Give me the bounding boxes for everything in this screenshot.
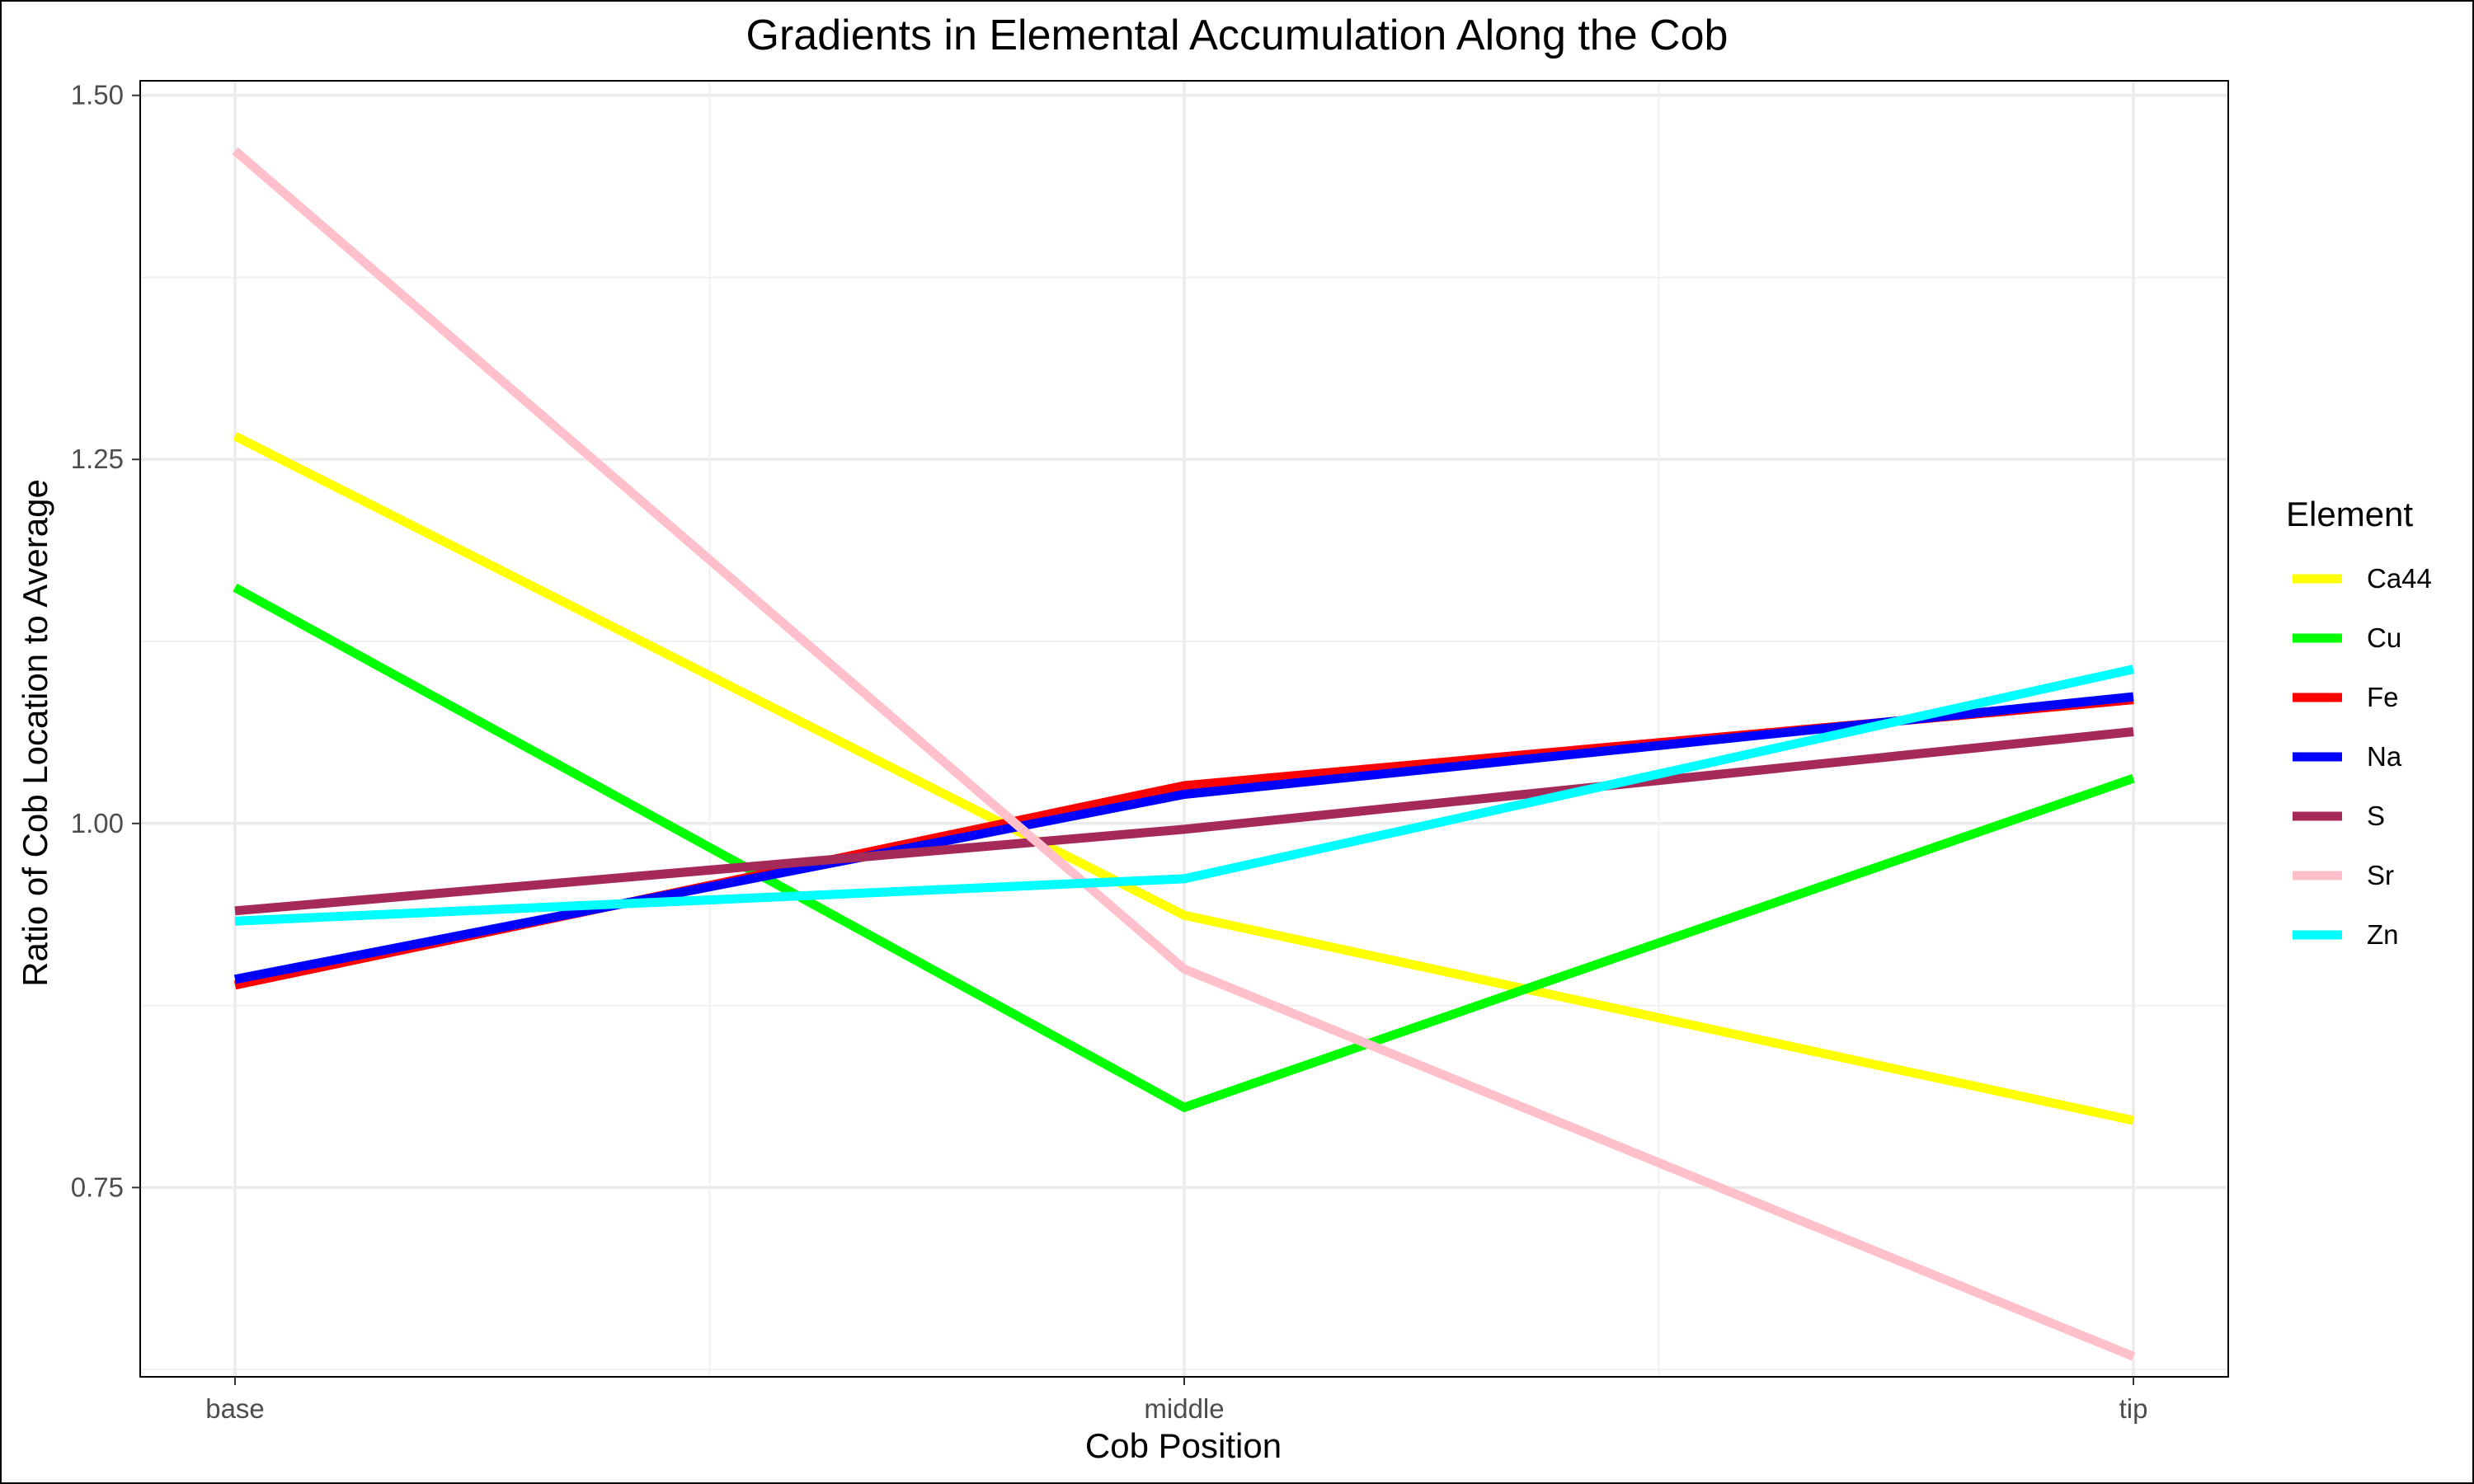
legend-item-fe: Fe <box>2293 682 2399 712</box>
legend-item-ca44: Ca44 <box>2293 563 2432 594</box>
legend-label: Cu <box>2367 622 2401 653</box>
series-line-cu <box>233 583 2135 1113</box>
legend: Element Ca44 Cu Fe Na S Sr Zn <box>2286 495 2432 950</box>
y-axis-title: Ratio of Cob Location to Average <box>16 479 54 987</box>
x-axis-title: Cob Position <box>1085 1426 1282 1465</box>
legend-item-sr: Sr <box>2293 860 2394 890</box>
legend-label: Fe <box>2367 682 2399 712</box>
legend-item-s: S <box>2293 801 2385 831</box>
legend-item-zn: Zn <box>2293 919 2399 950</box>
chart-title: Gradients in Elemental Accumulation Alon… <box>746 12 1729 59</box>
legend-label: Zn <box>2367 919 2399 950</box>
legend-label: Ca44 <box>2367 563 2432 594</box>
x-tick-label-middle: middle <box>1144 1393 1224 1424</box>
x-tick-label-base: base <box>205 1393 265 1424</box>
y-axis-ticks: 0.75 1.00 1.25 1.50 <box>71 80 140 1202</box>
x-tick-label-tip: tip <box>2119 1393 2148 1424</box>
series-line-s <box>234 727 2134 916</box>
legend-label: S <box>2367 801 2385 831</box>
y-tick-label: 1.25 <box>71 444 124 474</box>
legend-label: Na <box>2367 741 2402 772</box>
x-axis-ticks: base middle tip <box>205 1377 2147 1424</box>
grid <box>140 81 2228 1377</box>
series-line-zn <box>234 665 2135 926</box>
y-tick-label: 1.00 <box>71 808 124 838</box>
y-tick-label: 0.75 <box>71 1172 124 1202</box>
series-line-na <box>233 692 2134 984</box>
legend-item-cu: Cu <box>2293 622 2401 653</box>
y-tick-label: 1.50 <box>71 80 124 110</box>
series-lines <box>232 147 2136 1361</box>
legend-title: Element <box>2286 495 2413 533</box>
legend-label: Sr <box>2367 860 2394 890</box>
series-line-ca44 <box>233 432 2135 1125</box>
series-line-sr <box>232 147 2136 1361</box>
legend-item-na: Na <box>2293 741 2402 772</box>
